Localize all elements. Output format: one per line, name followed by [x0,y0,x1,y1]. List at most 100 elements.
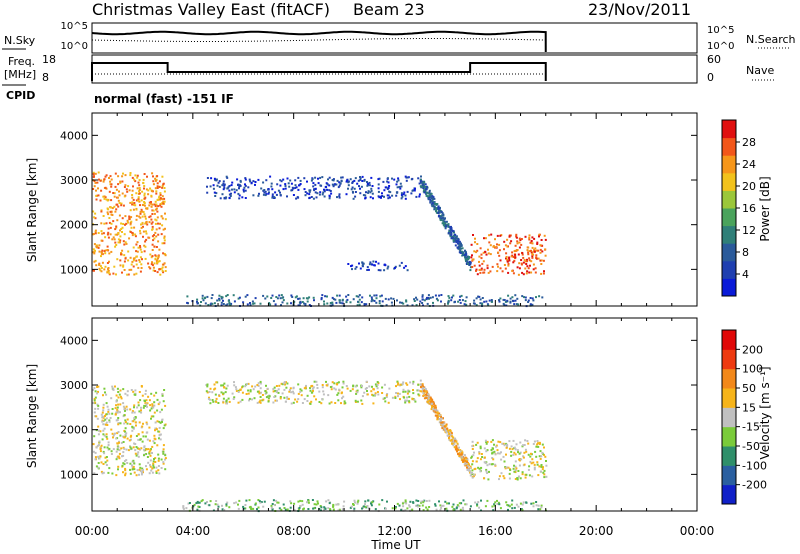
echo-cell [299,499,302,502]
echo-cell [138,200,141,203]
echo-cell [517,303,520,306]
echo-cell [486,449,489,452]
echo-cell [536,243,539,245]
echo-cell [92,188,95,190]
echo-cell [541,451,544,454]
echo-cell [123,447,126,450]
colorbar-segment [722,155,736,174]
echo-cell [383,189,386,192]
echo-cell [149,459,152,462]
echo-cell [379,269,382,272]
echo-cell [161,175,164,178]
echo-cell [388,190,391,193]
echo-cell [139,466,142,469]
echo-cell [218,185,221,188]
echo-cell [130,268,133,271]
echo-cell [396,380,399,383]
echo-cell [439,504,442,507]
echo-cell [279,297,282,300]
echo-cell [378,177,381,180]
echo-cell [235,501,238,504]
echo-cell [145,468,148,471]
echo-cell [157,240,160,243]
echo-cell [125,448,128,451]
echo-cell [317,502,319,505]
echo-cell [469,269,472,272]
echo-cell [444,227,447,230]
echo-cell [140,199,143,202]
echo-cell [93,180,96,182]
echo-cell [386,500,388,503]
echo-cell [530,502,533,505]
colorbar-tick-label: 16 [742,202,756,215]
echo-cell [282,503,285,506]
echo-cell [157,469,160,472]
echo-cell [157,260,160,263]
echo-cell [317,177,319,180]
echo-cell [133,471,136,474]
echo-cell [465,503,468,506]
echo-cell [130,226,133,229]
echo-cell [198,501,201,504]
echo-cell [115,203,118,206]
echo-cell [312,389,314,392]
echo-cell [452,440,455,443]
echo-cell [347,181,350,184]
echo-cell [160,467,163,469]
echo-cell [281,392,284,395]
echo-cell [161,393,164,396]
echo-cell [497,501,500,504]
nsky-panel-frame [91,22,698,54]
echo-cell [534,247,537,250]
echo-cell [155,428,158,431]
echo-cell [226,303,229,306]
echo-cell [158,426,161,429]
echo-cell [404,499,407,502]
echo-cell [97,462,100,464]
echo-cell [156,259,159,262]
echo-cell [423,189,426,192]
echo-cell [364,197,367,200]
echo-cell [326,183,329,186]
echo-cell [397,395,399,398]
echo-cell [490,233,493,236]
echo-cell [325,186,328,188]
echo-cell [126,408,129,411]
echo-cell [359,178,362,181]
echo-cell [401,195,404,198]
echo-cell [164,218,167,221]
echo-cell [535,455,538,458]
nave-tick-bottom: 0 [707,71,714,84]
echo-cell [438,418,441,420]
echo-cell [152,415,155,418]
echo-cell [225,304,228,307]
echo-cell [337,503,340,506]
echo-cell [132,390,135,393]
echo-cell [131,231,134,234]
echo-cell [93,243,96,246]
echo-cell [417,393,420,396]
echo-cell [244,178,247,181]
echo-cell [455,440,458,443]
echo-cell [406,383,409,386]
echo-cell [135,424,137,427]
echo-cell [508,259,511,262]
echo-cell [306,180,308,183]
echo-cell [149,267,152,270]
echo-cell [433,407,436,409]
echo-cell [301,503,304,506]
echo-cell [319,184,322,187]
echo-cell [244,197,247,199]
echo-cell [117,465,120,468]
echo-cell [483,461,486,464]
echo-cell [314,183,317,186]
echo-cell [153,458,155,460]
echo-cell [299,301,302,304]
echo-cell [315,503,318,506]
echo-cell [97,385,100,388]
echo-cell [535,256,538,259]
echo-cell [257,384,260,387]
echo-cell [143,185,146,187]
echo-cell [94,396,97,399]
echo-cell [248,178,251,181]
